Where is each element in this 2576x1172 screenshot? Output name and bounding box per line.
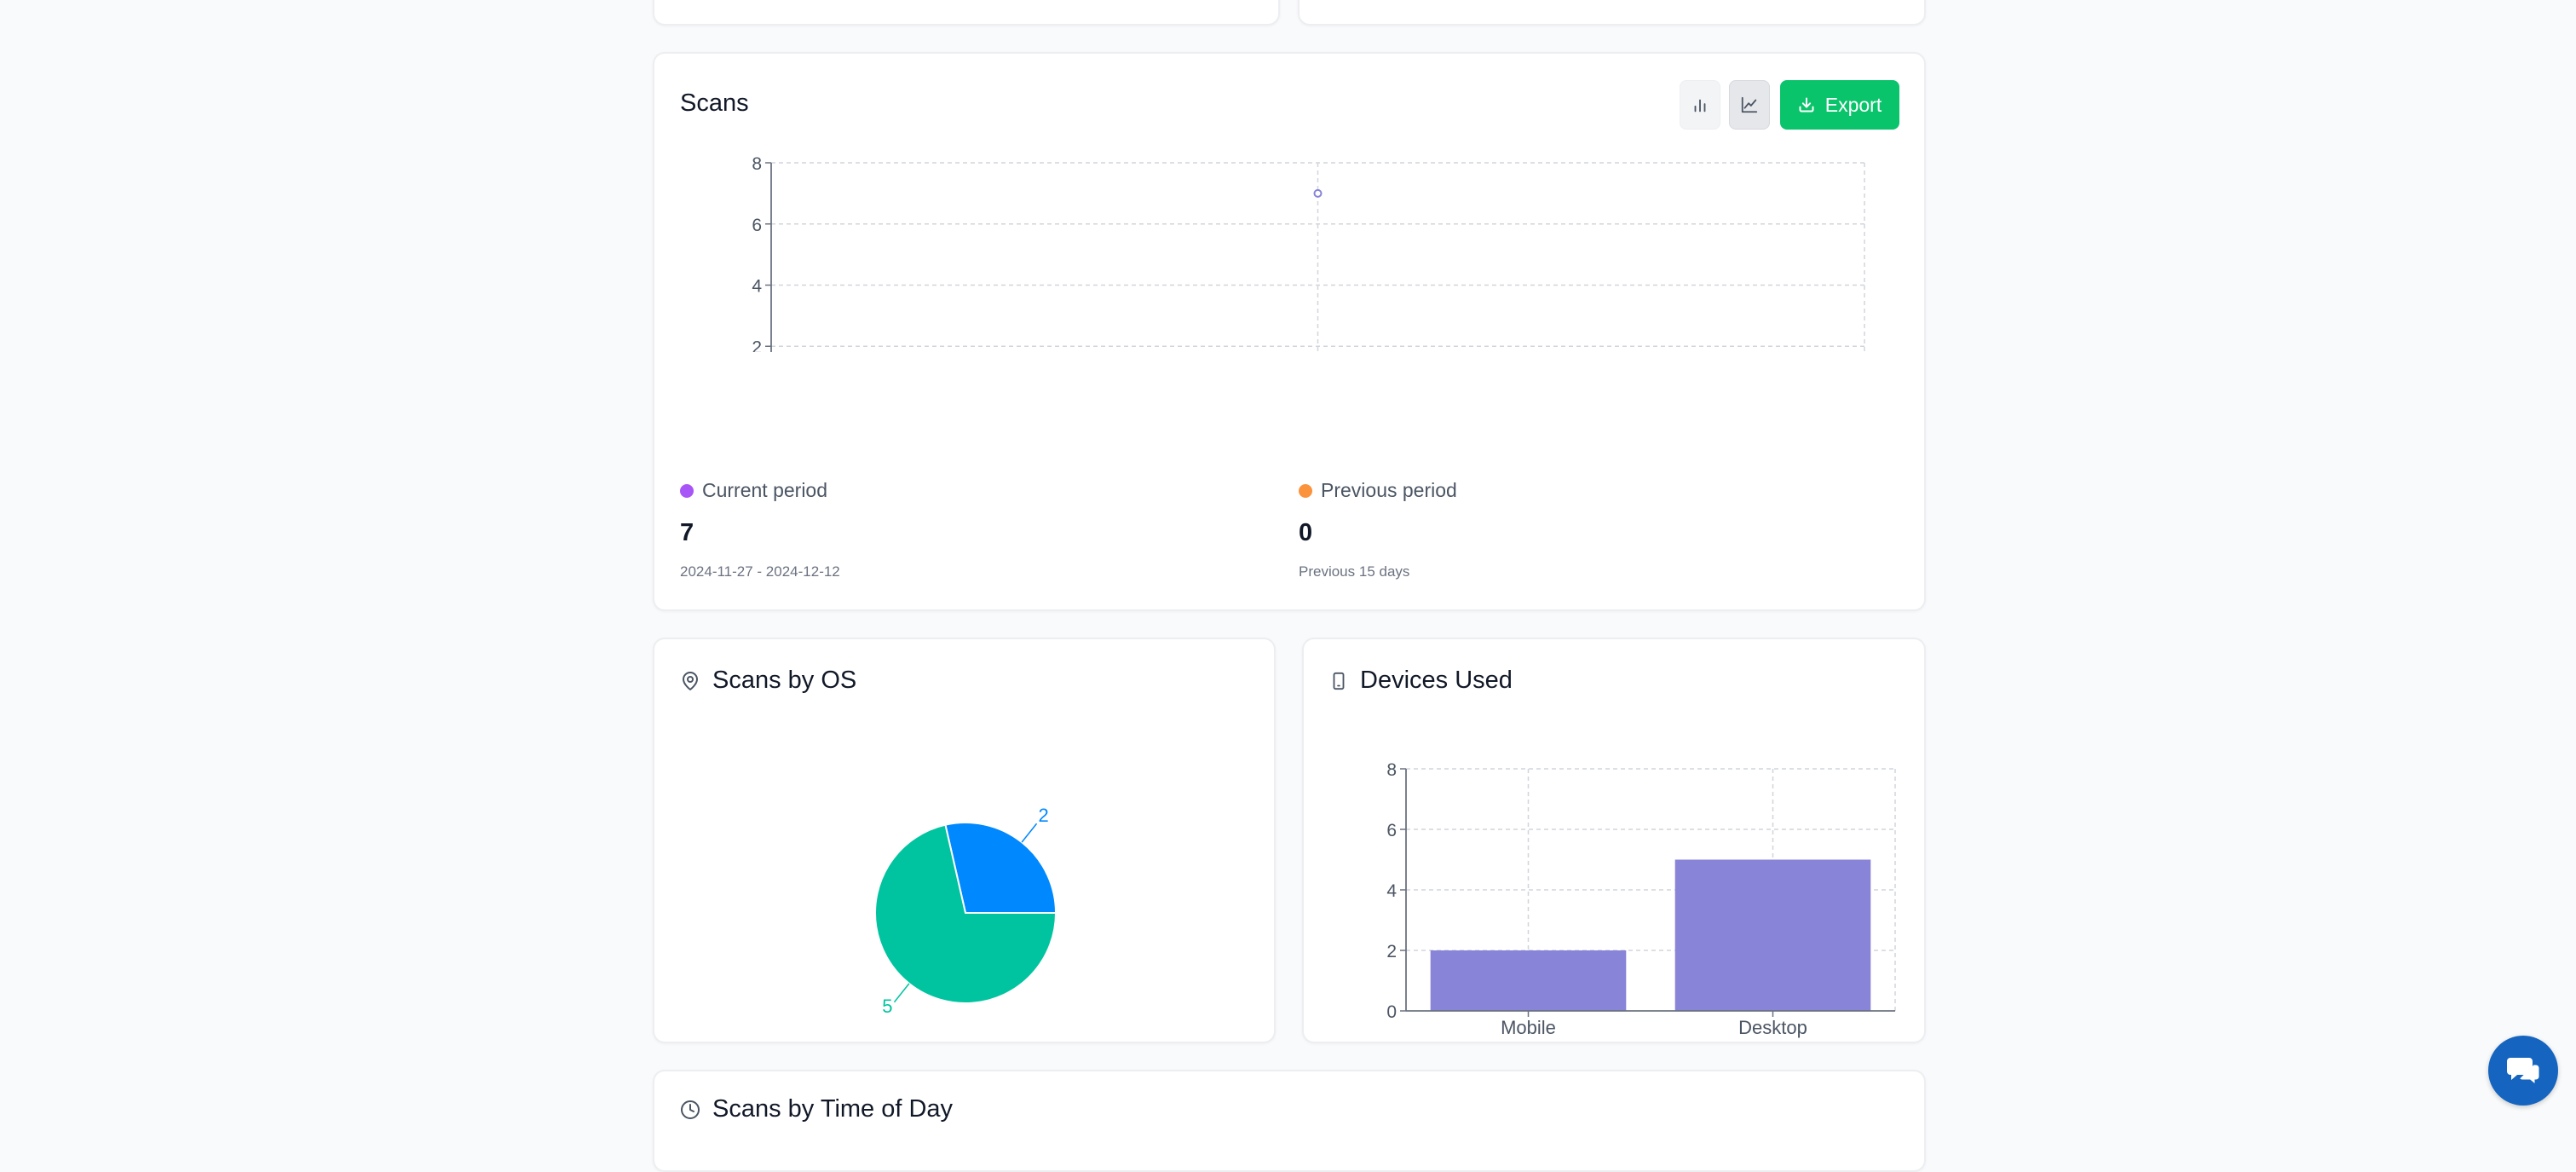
os-card-header: Scans by OS [680, 667, 856, 695]
current-period-label: Current period [702, 479, 828, 501]
previous-period-range: Previous 15 days [1299, 563, 1410, 580]
pie-label-line [893, 983, 910, 1003]
x-tick-label: Desktop [1738, 1017, 1807, 1038]
export-button[interactable]: Export [1780, 80, 1899, 130]
current-period-range: 2024-11-27 - 2024-12-12 [680, 563, 840, 580]
scans-line-chart: 024682024-12-11 [752, 154, 1865, 352]
download-icon [1799, 97, 1814, 113]
smartphone-icon [1333, 672, 1345, 690]
y-tick-label: 0 [1386, 1002, 1397, 1022]
time-card-title: Scans by Time of Day [712, 1095, 954, 1123]
time-card-header: Scans by Time of Day [680, 1095, 953, 1123]
bar-chart-icon [1694, 99, 1706, 113]
y-tick-label: 8 [752, 154, 762, 174]
y-tick-label: 2 [1386, 942, 1397, 961]
devices-bar-chart: 0 2 4 6 8 Mobile Desktop [1386, 760, 1896, 1038]
y-tick-label: 2 [752, 338, 762, 352]
y-tick-label: 4 [752, 277, 762, 297]
pie-slice-label: 2 [1039, 805, 1049, 826]
line-chart-toggle[interactable] [1729, 80, 1770, 130]
top-right-card [1298, 0, 1926, 26]
y-tick-label: 6 [1386, 821, 1397, 840]
pie-slice [944, 822, 1057, 914]
bar-desktop [1674, 859, 1871, 1011]
map-pin-icon [683, 671, 698, 690]
scans-card: Scans Export 024682024-12-11 Current per… [653, 52, 1926, 611]
legend-previous: Previous period [1299, 479, 1457, 502]
os-card-title: Scans by OS [712, 667, 857, 694]
legend-current: Current period [680, 479, 827, 502]
devices-card: Devices Used 0 2 4 6 8 Mobile Desktop [1302, 638, 1926, 1043]
previous-period-dot [1299, 483, 1312, 498]
clock-icon [681, 1100, 700, 1119]
os-pie-chart: 25 [874, 805, 1057, 1017]
devices-card-title: Devices Used [1360, 667, 1513, 694]
chat-button[interactable] [2488, 1036, 2558, 1106]
time-card: Scans by Time of Day [653, 1070, 1926, 1172]
y-tick-label: 4 [1386, 881, 1397, 901]
y-tick-label: 8 [1386, 760, 1397, 780]
devices-card-header: Devices Used [1329, 667, 1513, 695]
bar-chart-toggle[interactable] [1680, 80, 1720, 130]
x-tick-label: Mobile [1501, 1017, 1556, 1038]
chat-bubbles-icon [2507, 1058, 2540, 1086]
data-point [1313, 188, 1323, 198]
previous-period-label: Previous period [1321, 479, 1457, 501]
scans-title: Scans [680, 89, 749, 117]
pie-slice-label: 5 [882, 996, 892, 1017]
top-left-card [653, 0, 1280, 26]
y-tick-label: 6 [752, 216, 762, 235]
line-chart-icon [1741, 96, 1758, 113]
current-period-value: 7 [680, 519, 694, 546]
export-label: Export [1824, 93, 1882, 116]
bar-mobile [1430, 950, 1627, 1011]
current-period-dot [680, 483, 694, 498]
previous-period-value: 0 [1299, 519, 1313, 546]
pie-label-line [1021, 823, 1038, 843]
